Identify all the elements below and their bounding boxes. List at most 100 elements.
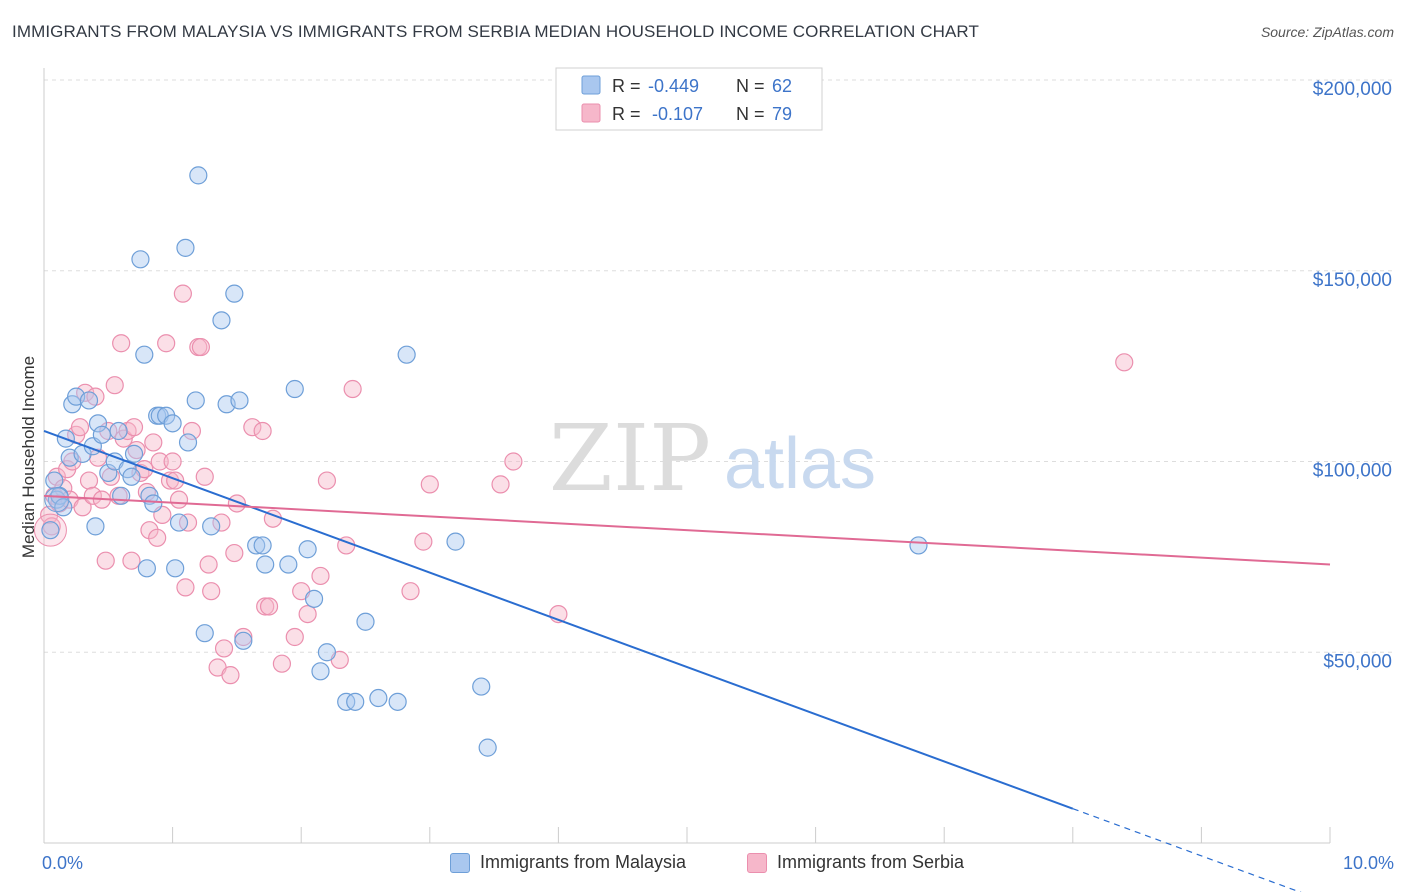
chart-title: IMMIGRANTS FROM MALAYSIA VS IMMIGRANTS F…	[12, 22, 979, 41]
y-tick-label-3: $200,000	[1313, 79, 1392, 100]
serbia-point-55	[225, 543, 244, 563]
serbia-point-27	[124, 418, 144, 437]
malaysia-point-29	[157, 406, 176, 425]
malaysia-point-43	[234, 631, 253, 650]
malaysia-point-18	[112, 486, 131, 505]
malaysia-point-55	[356, 612, 375, 631]
legend-bottom-swatch-malaysia	[450, 852, 470, 873]
serbia-point-18	[96, 551, 115, 570]
malaysia-point-13	[88, 414, 108, 433]
malaysia-point-62	[909, 536, 928, 555]
legend-r-value-malaysia: -0.449	[648, 76, 699, 96]
serbia-point-61	[259, 597, 279, 616]
malaysia-point-51	[311, 662, 330, 681]
serbia-point-49	[199, 555, 218, 574]
x-tick-labels: 0.0% 10.0%	[42, 853, 1394, 873]
serbia-point-72	[401, 582, 420, 601]
legend-bottom-swatch-serbia	[747, 852, 767, 873]
malaysia-point-38	[202, 517, 221, 536]
malaysia-point-0	[41, 521, 60, 540]
malaysia-point-32	[169, 513, 189, 532]
malaysia-point-56	[369, 688, 388, 708]
malaysia-point-21	[124, 444, 144, 463]
serbia-point-58	[243, 418, 262, 437]
legend-item-malaysia: Immigrants from Malaysia	[450, 852, 686, 873]
serbia-point-73	[414, 532, 433, 551]
serbia-point-54	[221, 666, 240, 685]
serbia-point-59	[253, 421, 272, 441]
legend-bottom-label-serbia: Immigrants from Serbia	[777, 852, 965, 872]
legend-r-label-serbia: R =	[612, 104, 641, 124]
malaysia-point-14	[92, 425, 111, 444]
malaysia-point-54	[346, 692, 365, 711]
malaysia-point-15	[99, 463, 118, 483]
trend-line-malaysia	[43, 430, 1074, 810]
serbia-point-33	[144, 433, 163, 452]
malaysia-point-24	[137, 559, 156, 578]
x-tick-label-0: 0.0%	[42, 853, 83, 873]
malaysia-point-57	[388, 692, 407, 711]
malaysia-point-30	[163, 414, 182, 433]
serbia-point-47	[191, 337, 210, 357]
serbia-point-14	[83, 486, 102, 505]
malaysia-point-cluster	[44, 487, 70, 513]
serbia-point-34	[148, 528, 167, 547]
malaysia-point-60	[472, 677, 491, 696]
malaysia-point-59	[446, 532, 465, 551]
legend-swatch-malaysia	[581, 75, 601, 95]
serbia-point-21	[105, 376, 124, 395]
serbia-point-13	[79, 471, 99, 490]
serbia-point-43	[176, 578, 195, 597]
malaysia-point-26	[144, 494, 163, 513]
serbia-point-50	[202, 582, 221, 601]
serbia-point-52	[212, 513, 231, 532]
serbia-point-74	[420, 475, 439, 494]
trend-lines	[43, 430, 1331, 892]
legend-n-value-malaysia: 62	[772, 76, 792, 96]
malaysia-point-49	[304, 589, 324, 608]
malaysia-point-36	[189, 166, 208, 185]
serbia-point-45	[182, 421, 201, 441]
malaysia-point-42	[230, 391, 249, 410]
malaysia-point-20	[122, 467, 141, 486]
serbia-point-66	[298, 604, 317, 624]
serbia-point-cluster	[33, 513, 67, 547]
serbia-points	[33, 284, 1134, 685]
malaysia-point-58	[397, 345, 416, 364]
y-tick-label-1: $100,000	[1313, 461, 1392, 482]
serbia-point-26	[122, 551, 141, 570]
trend-line-serbia	[43, 494, 1331, 566]
malaysia-point-45	[253, 536, 272, 555]
serbia-point-71	[343, 379, 362, 399]
malaysia-point-61	[478, 738, 497, 757]
serbia-point-67	[311, 566, 330, 586]
malaysia-point-17	[109, 421, 128, 441]
watermark: ZIP atlas	[549, 405, 876, 512]
serbia-point-53	[214, 639, 234, 658]
malaysia-point-31	[166, 559, 185, 578]
malaysia-point-46	[256, 555, 275, 574]
legend-n-label-malaysia: N =	[736, 76, 765, 96]
y-tick-label-2: $150,000	[1313, 270, 1392, 291]
malaysia-point-35	[186, 391, 205, 410]
legend-bottom-label-malaysia: Immigrants from Malaysia	[480, 852, 687, 872]
chart-source: Source: ZipAtlas.com	[1260, 24, 1394, 40]
malaysia-point-23	[135, 345, 154, 364]
serbia-point-60	[256, 597, 275, 616]
legend-stats: R = -0.449 N = 62 R = -0.107 N = 79	[555, 67, 823, 131]
legend-r-label-malaysia: R =	[612, 76, 641, 96]
y-tick-labels: $50,000 $100,000 $150,000 $200,000	[1313, 79, 1392, 672]
malaysia-point-1	[45, 471, 64, 490]
y-tick-label-0: $50,000	[1323, 651, 1392, 672]
serbia-point-32	[140, 521, 159, 540]
watermark-zip: ZIP	[549, 405, 711, 512]
grid-lines	[44, 79, 1396, 653]
y-axis-label: Median Household Income	[19, 356, 38, 558]
serbia-point-57	[234, 627, 253, 647]
malaysia-point-34	[178, 433, 198, 452]
serbia-point-75	[491, 475, 510, 494]
legend-n-label-serbia: N =	[736, 104, 765, 124]
legend-swatch-serbia	[581, 103, 601, 123]
serbia-point-37	[157, 334, 176, 353]
serbia-point-63	[272, 654, 292, 673]
